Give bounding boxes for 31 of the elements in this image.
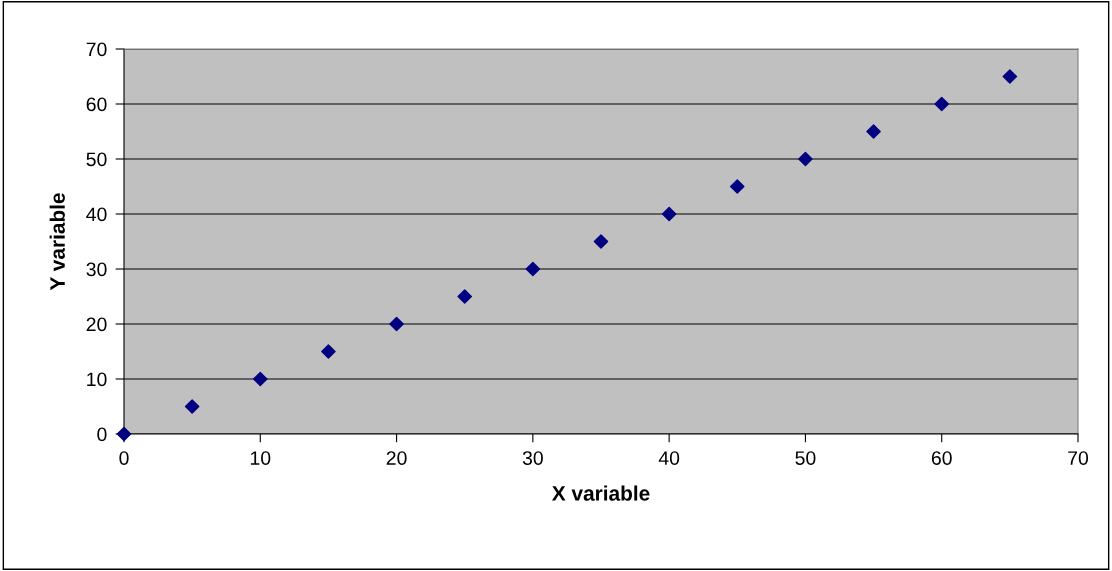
y-tick-label: 20 (86, 317, 107, 332)
point (866, 124, 881, 139)
y-tick-label: 0 (97, 427, 107, 442)
x-tick-label: 50 (795, 451, 816, 465)
point (730, 179, 745, 194)
x-tick-label: 70 (1068, 451, 1089, 465)
y-tick-label: 40 (86, 207, 107, 222)
y-tick-label: 30 (86, 262, 107, 277)
point (934, 96, 949, 112)
point (593, 234, 609, 249)
x-tick-label: 40 (658, 451, 680, 465)
y-axis-title: Y variable (49, 193, 65, 291)
x-tick-label: 30 (522, 451, 543, 465)
x-axis-title: X variable (551, 485, 650, 501)
x-tick-label: 20 (386, 451, 407, 465)
x-tick-label: 10 (250, 451, 271, 465)
point (661, 206, 677, 222)
y-tick-label: 70 (86, 42, 107, 57)
point (321, 344, 336, 359)
point (798, 151, 813, 167)
y-tick-label: 50 (86, 152, 107, 167)
point (184, 399, 200, 414)
point (1002, 69, 1018, 84)
y-tick-label: 10 (87, 372, 107, 387)
point (525, 261, 541, 277)
x-tick-label: 0 (119, 451, 129, 465)
point (457, 289, 472, 304)
x-tick-label: 60 (931, 451, 952, 465)
point (253, 371, 268, 387)
point (389, 316, 404, 332)
y-tick-label: 60 (86, 97, 107, 112)
